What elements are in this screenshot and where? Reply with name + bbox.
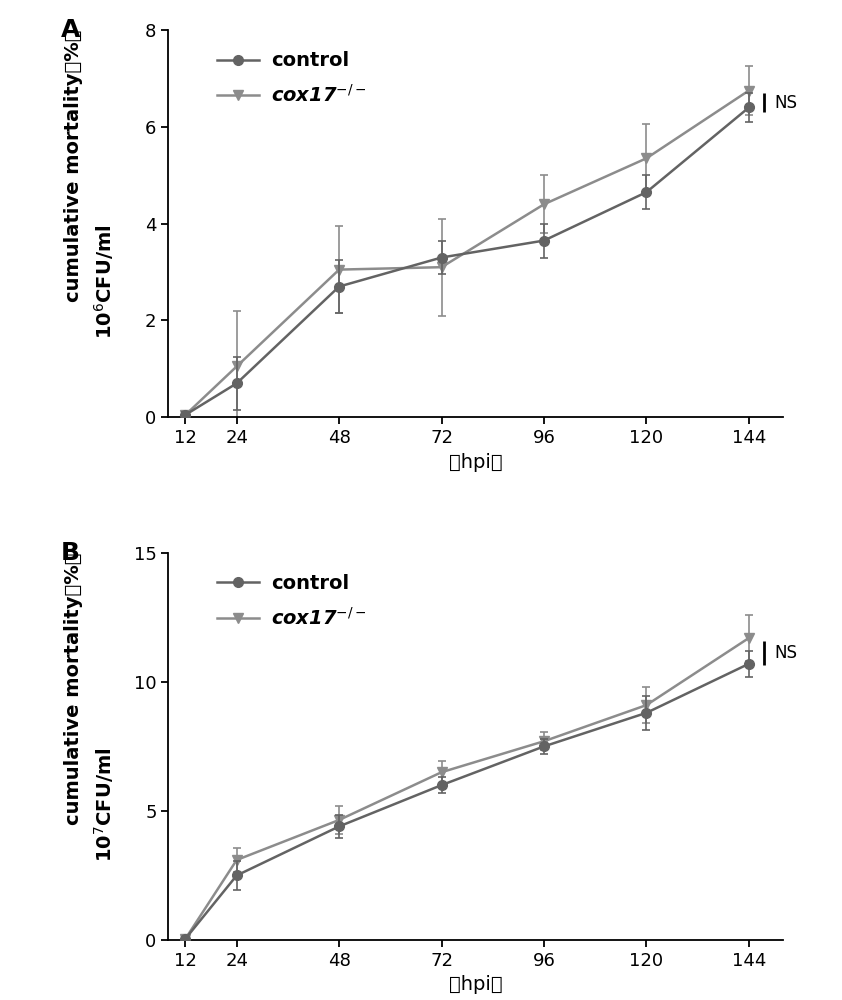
Text: NS: NS (775, 644, 797, 662)
Text: 10$^7$CFU/ml: 10$^7$CFU/ml (92, 747, 116, 862)
X-axis label: （hpi）: （hpi） (449, 453, 503, 472)
Text: cumulative mortality（%）: cumulative mortality（%） (64, 552, 83, 825)
X-axis label: （hpi）: （hpi） (449, 975, 503, 994)
Text: 10$^6$CFU/ml: 10$^6$CFU/ml (92, 224, 116, 339)
Text: cumulative mortality（%）: cumulative mortality（%） (64, 29, 83, 302)
Legend: control, $\mathbfit{cox17}^{-/-}$: control, $\mathbfit{cox17}^{-/-}$ (209, 566, 375, 636)
Text: B: B (61, 541, 80, 565)
Legend: control, $\mathbfit{cox17}^{-/-}$: control, $\mathbfit{cox17}^{-/-}$ (209, 44, 375, 114)
Text: NS: NS (775, 94, 797, 112)
Text: A: A (61, 18, 80, 42)
